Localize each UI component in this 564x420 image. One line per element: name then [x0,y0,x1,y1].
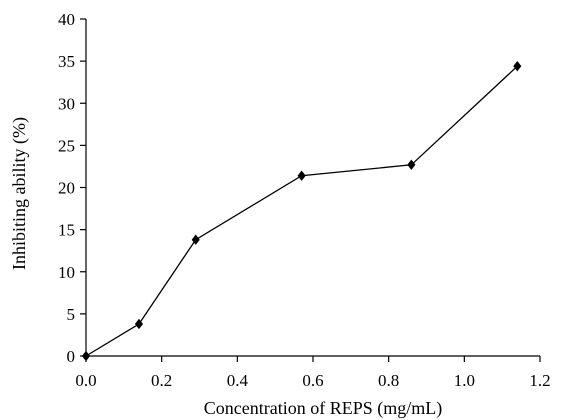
y-axis-title: Inhibiting ability (%) [9,117,30,270]
data-point-marker [513,60,522,72]
y-tick-label: 15 [58,221,75,240]
data-point-marker [297,170,306,181]
series-line [85,65,518,357]
x-tick-label: 0.2 [151,371,172,390]
x-tick-label: 0.6 [302,371,323,390]
y-tick-label: 30 [58,94,75,113]
x-tick-label: 0.4 [227,371,249,390]
y-tick-label: 20 [58,179,75,198]
y-tick-label: 40 [58,10,75,29]
y-tick-label: 5 [67,305,76,324]
y-tick-label: 25 [58,136,75,155]
y-axis-ticks: 0 5 10 15 20 25 30 35 40 [58,10,86,366]
x-tick-label: 0.8 [378,371,399,390]
y-tick-label: 10 [58,263,75,282]
data-point-marker [407,159,416,170]
x-axis-title: Concentration of REPS (mg/mL) [204,398,442,419]
x-axis-ticks: 0.0 0.2 0.4 0.6 0.8 1.0 1.2 [75,356,551,390]
data-point-marker [191,234,200,245]
y-tick-label: 35 [58,52,75,71]
series-layer [81,60,522,362]
y-tick-label: 0 [67,347,76,366]
x-tick-label: 1.0 [454,371,475,390]
x-tick-label: 1.2 [529,371,550,390]
data-point-marker [81,350,91,362]
data-point-marker [134,318,144,330]
x-tick-label: 0.0 [75,371,96,390]
